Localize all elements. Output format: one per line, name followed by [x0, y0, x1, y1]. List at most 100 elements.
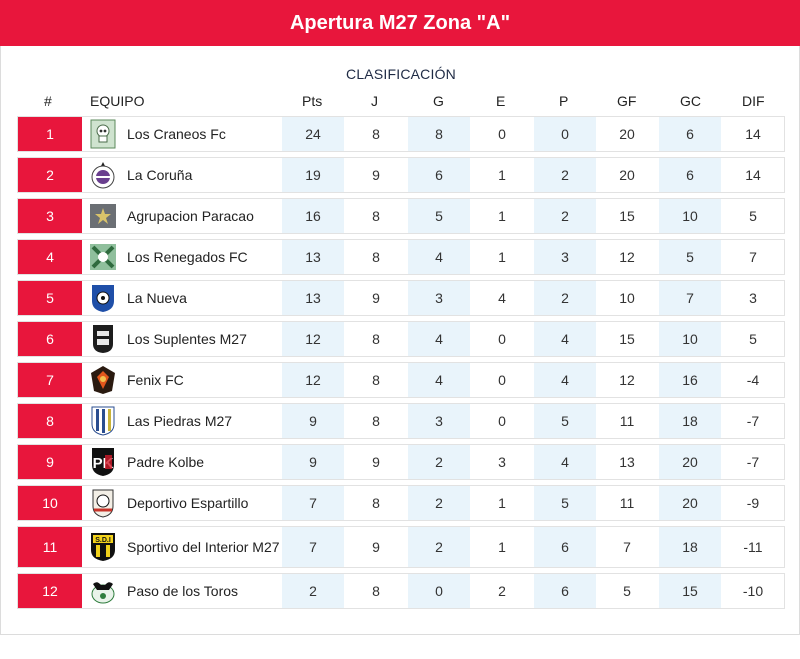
position-cell: 9: [18, 445, 82, 479]
gf-cell: 20: [619, 126, 635, 142]
table-row[interactable]: 4 Los Renegados FC 13 8 4 1 3 12 5 7: [17, 239, 785, 275]
j-cell: 8: [372, 495, 380, 511]
p-cell: 5: [534, 486, 596, 520]
table-row[interactable]: 11 S.D.I Sportivo del Interior M27 7 9 2 1 6 7 18…: [17, 526, 785, 568]
position-cell: 5: [18, 281, 82, 315]
gc-cell: 16: [659, 363, 721, 397]
gc-cell: 20: [659, 445, 721, 479]
team-name: La Coruña: [127, 167, 193, 183]
espartillo-crest-icon: [90, 488, 116, 518]
paracao-crest-icon: [90, 201, 116, 231]
gf-cell: 10: [619, 290, 635, 306]
dif-cell: -9: [746, 495, 760, 511]
dif-cell: 14: [745, 167, 761, 183]
gf-cell: 11: [619, 495, 635, 511]
col-gc: GC: [680, 93, 701, 109]
table-row[interactable]: 6 Los Suplentes M27 12 8 4 0 4 15 10 5: [17, 321, 785, 357]
table-row[interactable]: 12 Paso de los Toros 2 8 0 2 6 5 15 -10: [17, 573, 785, 609]
j-cell: 8: [372, 208, 380, 224]
p-cell: 2: [534, 199, 596, 233]
renegados-crest-icon: [90, 242, 116, 272]
coruna-crest-icon: [90, 160, 116, 190]
gc-cell: 10: [659, 322, 721, 356]
j-cell: 8: [372, 249, 380, 265]
team-cell[interactable]: Deportivo Espartillo: [90, 486, 280, 520]
team-cell[interactable]: Agrupacion Paracao: [90, 199, 280, 233]
skull-crest-icon: [90, 119, 116, 149]
j-cell: 8: [372, 413, 380, 429]
pts-cell: 7: [282, 527, 344, 567]
team-name: Agrupacion Paracao: [127, 208, 254, 224]
col-gf: GF: [617, 93, 637, 109]
position-cell: 2: [18, 158, 82, 192]
j-cell: 9: [372, 454, 380, 470]
table-row[interactable]: 8 Las Piedras M27 9 8 3 0 5 11 18 -7: [17, 403, 785, 439]
table-row[interactable]: 7 Fenix FC 12 8 4 0 4 12 16 -4: [17, 362, 785, 398]
table-row[interactable]: 5 La Nueva 13 9 3 4 2 10 7 3: [17, 280, 785, 316]
gc-cell: 15: [659, 574, 721, 608]
table-row[interactable]: 9 PK Padre Kolbe 9 9 2 3 4 13 20 -7: [17, 444, 785, 480]
g-cell: 8: [408, 117, 470, 151]
p-cell: 4: [534, 363, 596, 397]
g-cell: 6: [408, 158, 470, 192]
j-cell: 8: [372, 583, 380, 599]
team-cell[interactable]: La Coruña: [90, 158, 280, 192]
team-cell[interactable]: PK Padre Kolbe: [90, 445, 280, 479]
nueva-crest-icon: [90, 283, 116, 313]
pts-cell: 9: [282, 404, 344, 438]
team-cell[interactable]: Fenix FC: [90, 363, 280, 397]
e-cell: 1: [498, 167, 506, 183]
col-g: G: [433, 93, 444, 109]
table-header: # EQUIPO Pts J G E P GF GC DIF: [17, 91, 785, 111]
pts-cell: 13: [282, 281, 344, 315]
gc-cell: 6: [659, 117, 721, 151]
gf-cell: 5: [623, 583, 631, 599]
table-row[interactable]: 2 La Coruña 19 9 6 1 2 20 6 14: [17, 157, 785, 193]
pts-cell: 19: [282, 158, 344, 192]
dif-cell: -10: [742, 583, 764, 599]
team-name: Las Piedras M27: [127, 413, 233, 429]
kolbe-crest-icon: PK: [90, 447, 116, 477]
position-cell: 11: [18, 527, 82, 567]
team-cell[interactable]: Los Craneos Fc: [90, 117, 280, 151]
g-cell: 3: [408, 404, 470, 438]
table-row[interactable]: 10 Deportivo Espartillo 7 8 2 1 5 11 20 -9: [17, 485, 785, 521]
dif-cell: -4: [746, 372, 760, 388]
e-cell: 1: [498, 208, 506, 224]
p-cell: 3: [534, 240, 596, 274]
g-cell: 0: [408, 574, 470, 608]
p-cell: 4: [534, 445, 596, 479]
col-pts: Pts: [302, 93, 323, 109]
e-cell: 4: [498, 290, 506, 306]
team-name: La Nueva: [127, 290, 187, 306]
e-cell: 0: [498, 126, 506, 142]
e-cell: 1: [498, 495, 506, 511]
e-cell: 2: [498, 583, 506, 599]
table-row[interactable]: 3 Agrupacion Paracao 16 8 5 1 2 15 10 5: [17, 198, 785, 234]
svg-text:S.D.I: S.D.I: [95, 537, 111, 544]
gf-cell: 7: [623, 539, 631, 555]
gf-cell: 15: [619, 331, 635, 347]
table-subtitle: CLASIFICACIÓN: [346, 66, 456, 82]
gf-cell: 20: [619, 167, 635, 183]
pts-cell: 9: [282, 445, 344, 479]
j-cell: 9: [372, 167, 380, 183]
e-cell: 0: [498, 413, 506, 429]
col-pos: #: [44, 93, 52, 109]
dif-cell: 7: [749, 249, 757, 265]
e-cell: 3: [498, 454, 506, 470]
team-cell[interactable]: Los Suplentes M27: [90, 322, 280, 356]
p-cell: 2: [534, 281, 596, 315]
position-cell: 10: [18, 486, 82, 520]
table-row[interactable]: 1 Los Craneos Fc 24 8 8 0 0 20 6 14: [17, 116, 785, 152]
gc-cell: 5: [659, 240, 721, 274]
team-cell[interactable]: Los Renegados FC: [90, 240, 280, 274]
team-cell[interactable]: Las Piedras M27: [90, 404, 280, 438]
team-cell[interactable]: La Nueva: [90, 281, 280, 315]
position-cell: 12: [18, 574, 82, 608]
team-cell[interactable]: Paso de los Toros: [90, 574, 280, 608]
team-name: Los Craneos Fc: [127, 126, 226, 142]
team-cell[interactable]: S.D.I Sportivo del Interior M27: [90, 527, 280, 567]
team-name: Los Suplentes M27: [127, 331, 247, 347]
col-p: P: [559, 93, 569, 109]
